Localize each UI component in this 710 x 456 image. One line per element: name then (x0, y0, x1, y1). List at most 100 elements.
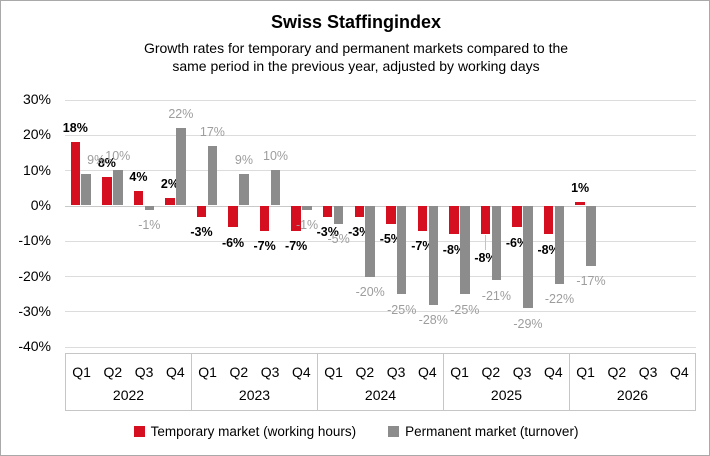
bar-label-permanent-2023-Q2: 9% (234, 152, 254, 167)
bar-label-permanent-2022-Q3: -1% (138, 218, 161, 233)
bar-label-permanent-2025-Q2: -21% (481, 288, 511, 303)
bar-temporary-2023-Q4 (291, 206, 301, 231)
quarter-label-2026-Q3: Q3 (638, 364, 658, 380)
bar-permanent-2022-Q4 (176, 127, 186, 206)
quarter-label-2023-Q4: Q4 (292, 364, 311, 380)
bar-permanent-2025-Q1 (460, 206, 470, 295)
quarter-label-2025-Q3: Q3 (512, 364, 532, 380)
bar-label-temporary-2025-Q2: -8% (474, 250, 497, 265)
year-label-2023: 2023 (238, 387, 271, 403)
y-tick-label: -10% (18, 232, 51, 249)
gridline (65, 99, 696, 101)
chart-subtitle: Growth rates for temporary and permanent… (1, 39, 709, 75)
bar-permanent-2022-Q3 (144, 206, 155, 210)
quarter-label-2026-Q1: Q1 (576, 364, 595, 380)
legend-swatch-permanent-icon (388, 426, 400, 437)
bar-permanent-2023-Q3 (270, 170, 281, 206)
legend-swatch-temporary-icon (133, 426, 145, 437)
bar-label-temporary-2022-Q2: 8% (97, 156, 116, 171)
chart-subtitle-line-1: Growth rates for temporary and permanent… (143, 40, 569, 56)
bar-temporary-2024-Q1 (322, 206, 333, 217)
x-axis-year-group-2025: Q1 Q2 Q3 Q4 2025 (443, 354, 569, 410)
legend-label-temporary: Temporary market (working hours) (150, 424, 357, 439)
bar-permanent-2025-Q4 (554, 206, 565, 284)
bar-permanent-2024-Q4 (428, 206, 439, 305)
bar-label-permanent-2024-Q4: -28% (418, 313, 448, 328)
bar-label-permanent-2026-Q1: -17% (576, 274, 606, 289)
bar-label-permanent-2023-Q4: -1% (295, 218, 319, 233)
bar-permanent-2023-Q4 (302, 206, 312, 210)
bar-permanent-2022-Q2 (113, 170, 123, 206)
gridline (65, 240, 696, 242)
legend-item-temporary: Temporary market (working hours) (133, 424, 357, 439)
bar-permanent-2023-Q2 (239, 173, 249, 206)
gridline (65, 346, 696, 348)
year-label-2024: 2024 (364, 387, 397, 403)
zero-axis-line (65, 205, 696, 207)
bar-temporary-2023-Q1 (196, 206, 207, 217)
quarter-label-2023-Q3: Q3 (260, 364, 280, 380)
bar-label-temporary-2023-Q1: -3% (190, 225, 213, 240)
bar-label-temporary-2022-Q4: 2% (160, 177, 180, 192)
bar-label-permanent-2022-Q2: 10% (105, 149, 131, 164)
quarter-label-2023-Q1: Q1 (198, 364, 217, 380)
bar-label-temporary-2024-Q1: -3% (316, 225, 339, 240)
bar-permanent-2026-Q1 (586, 206, 596, 266)
bar-label-temporary-2024-Q2: -3% (348, 225, 371, 240)
bar-temporary-2024-Q4 (417, 206, 428, 231)
quarter-label-2022-Q2: Q2 (103, 364, 123, 380)
bar-label-temporary-2025-Q4: -8% (537, 242, 560, 257)
quarter-label-2025-Q2: Q2 (481, 364, 501, 380)
x-axis-year-group-2022: Q1 Q2 Q3 Q4 2022 (65, 354, 191, 410)
quarter-label-2022-Q1: Q1 (72, 364, 91, 380)
quarter-row-2024: Q1 Q2 Q3 Q4 (318, 364, 443, 380)
bar-temporary-2023-Q3 (259, 206, 270, 231)
bar-permanent-2024-Q2 (365, 206, 375, 277)
bar-label-permanent-2025-Q1: -25% (450, 302, 480, 317)
y-tick-label: 30% (22, 91, 51, 108)
bar-label-permanent-2023-Q1: 17% (199, 124, 225, 139)
bar-label-permanent-2025-Q3: -29% (513, 316, 543, 331)
quarter-row-2025: Q1 Q2 Q3 Q4 (444, 364, 569, 380)
gridline (65, 170, 696, 172)
bar-label-temporary-2023-Q3: -7% (253, 239, 276, 254)
quarter-label-2026-Q4: Q4 (670, 364, 689, 380)
bar-label-permanent-2025-Q4: -22% (544, 292, 575, 307)
legend: Temporary market (working hours) Permane… (1, 424, 709, 439)
x-axis: Q1 Q2 Q3 Q4 2022 Q1 Q2 Q3 Q4 2023 Q1 Q2 Q3 Q4 2024 Q1 Q2… (65, 353, 696, 411)
bar-temporary-2022-Q2 (102, 177, 112, 206)
quarter-label-2024-Q4: Q4 (418, 364, 437, 380)
y-tick-label: 10% (22, 161, 51, 178)
year-label-2026: 2026 (616, 387, 649, 403)
y-tick-label: -20% (18, 267, 51, 284)
bar-label-permanent-2022-Q1: 9% (87, 152, 106, 167)
quarter-row-2022: Q1 Q2 Q3 Q4 (66, 364, 191, 380)
bar-temporary-2022-Q4 (165, 198, 175, 206)
quarter-row-2023: Q1 Q2 Q3 Q4 (192, 364, 317, 380)
x-axis-year-group-2023: Q1 Q2 Q3 Q4 2023 (191, 354, 317, 410)
quarter-label-2022-Q4: Q4 (166, 364, 185, 380)
quarter-row-2026: Q1 Q2 Q3 Q4 (570, 364, 695, 380)
chart-title: Swiss Staffingindex (270, 12, 442, 32)
bar-label-permanent-2024-Q3: -25% (387, 302, 417, 317)
bar-temporary-2025-Q2 (480, 206, 491, 235)
bar-label-temporary-2023-Q2: -6% (221, 235, 245, 250)
year-label-2025: 2025 (490, 387, 523, 403)
bar-temporary-2023-Q2 (228, 206, 238, 228)
gridline (65, 276, 696, 278)
bar-label-temporary-2023-Q4: -7% (285, 239, 308, 254)
quarter-label-2024-Q1: Q1 (324, 364, 343, 380)
gridline (65, 134, 696, 136)
bar-label-temporary-2024-Q3: -5% (379, 232, 402, 247)
quarter-label-2025-Q1: Q1 (450, 364, 469, 380)
bar-temporary-2022-Q1 (70, 141, 81, 206)
quarter-label-2024-Q3: Q3 (386, 364, 406, 380)
year-label-2022: 2022 (112, 387, 145, 403)
quarter-label-2025-Q4: Q4 (544, 364, 563, 380)
y-tick-label: -40% (18, 338, 51, 355)
bar-permanent-2025-Q2 (491, 206, 502, 281)
quarter-label-2022-Q3: Q3 (134, 364, 154, 380)
bar-temporary-2025-Q1 (449, 206, 459, 235)
